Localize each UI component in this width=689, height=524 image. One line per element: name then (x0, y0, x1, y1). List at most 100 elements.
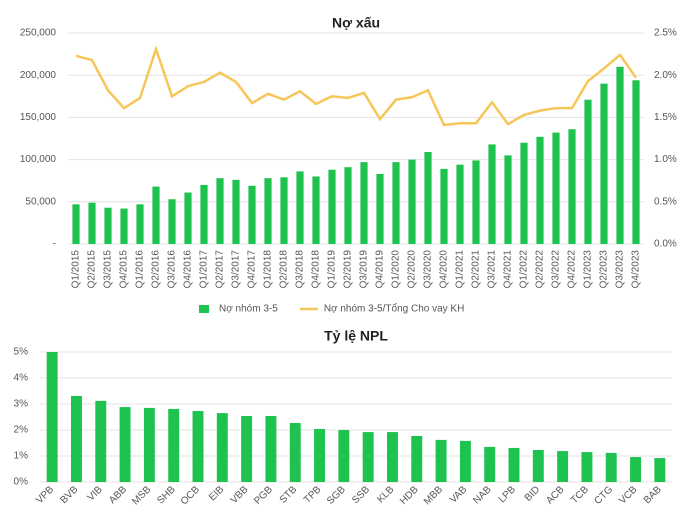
chart-title: Tỷ lệ NPL (324, 328, 388, 344)
x-tick-label: Q2/2018 (279, 250, 290, 289)
bar (119, 407, 131, 482)
bar (488, 144, 496, 244)
x-tick-label: Q3/2021 (487, 250, 498, 289)
x-tick-label: Q4/2022 (567, 250, 578, 289)
bar (360, 162, 368, 244)
bar (264, 178, 272, 244)
y-tick-label: 4% (14, 373, 29, 384)
x-tick-label: SGB (325, 484, 348, 507)
bar (296, 171, 304, 244)
bar (120, 208, 128, 244)
x-tick-label: SHB (155, 484, 178, 507)
bar (376, 173, 384, 244)
bar (312, 176, 320, 244)
y-tick-label: - (53, 239, 56, 250)
bar (424, 152, 432, 244)
x-tick-label: Q2/2015 (87, 250, 98, 289)
bar (265, 415, 277, 482)
bar (88, 202, 96, 244)
y-tick-label: 50,000 (25, 196, 56, 207)
x-tick-label: ACB (544, 484, 567, 507)
x-tick-label: BID (523, 484, 543, 504)
x-tick-label: Q1/2019 (327, 250, 338, 289)
bar (344, 167, 352, 244)
bar (216, 413, 228, 482)
bar (314, 428, 326, 482)
y-tick-label: 5% (14, 347, 29, 358)
bar (630, 457, 642, 482)
bar (557, 451, 569, 482)
bar (472, 160, 480, 244)
x-tick-label: Q1/2016 (135, 250, 146, 289)
bar (632, 80, 640, 244)
x-tick-label: STB (278, 484, 300, 506)
bar (46, 352, 58, 482)
x-tick-label: VPB (34, 484, 56, 506)
y-tick-label: 200,000 (20, 70, 57, 81)
bar (192, 411, 204, 482)
y2-tick-label: 0.5% (654, 196, 677, 207)
x-tick-label: Q1/2018 (263, 250, 274, 289)
x-tick-label: LPB (497, 484, 518, 505)
y-tick-label: 3% (14, 399, 29, 410)
y-tick-label: 2% (14, 425, 29, 436)
x-tick-label: Q1/2022 (519, 250, 530, 289)
legend-swatch (199, 305, 209, 313)
bar (136, 204, 144, 244)
x-tick-label: Q4/2015 (119, 250, 130, 289)
x-tick-label: OCB (179, 484, 202, 507)
y2-tick-label: 1.0% (654, 154, 677, 165)
x-tick-label: Q2/2020 (407, 250, 418, 289)
x-tick-label: Q4/2016 (183, 250, 194, 289)
y-tick-label: 150,000 (20, 112, 57, 123)
x-tick-label: Q3/2019 (359, 250, 370, 289)
bar (456, 164, 464, 244)
x-tick-label: Q3/2020 (423, 250, 434, 289)
x-tick-label: Q2/2019 (343, 250, 354, 289)
x-tick-label: MBB (422, 484, 445, 507)
bar (328, 169, 336, 244)
bar (184, 192, 192, 244)
bar (552, 132, 560, 244)
x-tick-label: Q3/2022 (551, 250, 562, 289)
x-tick-label: NAB (471, 484, 494, 507)
bar (504, 155, 512, 244)
x-tick-label: VBB (229, 484, 251, 506)
x-tick-label: Q2/2016 (151, 250, 162, 289)
bar (605, 452, 617, 482)
bar (232, 179, 240, 244)
chart-title: Nợ xấu (332, 15, 380, 31)
x-tick-label: Q1/2023 (583, 250, 594, 289)
bar (289, 422, 301, 482)
bar (411, 435, 423, 482)
y-tick-label: 100,000 (20, 154, 57, 165)
bar (280, 177, 288, 244)
x-tick-label: VAB (448, 484, 470, 506)
x-tick-label: Q1/2020 (391, 250, 402, 289)
bar (408, 159, 416, 244)
x-tick-label: Q3/2018 (295, 250, 306, 289)
y-tick-label: 250,000 (20, 28, 57, 39)
bar (168, 199, 176, 244)
bar (362, 432, 374, 482)
x-tick-label: Q4/2020 (439, 250, 450, 289)
x-tick-label: HDB (398, 484, 421, 507)
x-tick-label: Q4/2018 (311, 250, 322, 289)
y-tick-label: 1% (14, 451, 29, 462)
x-tick-label: Q4/2021 (503, 250, 514, 289)
bar (581, 452, 593, 482)
bar (532, 450, 544, 482)
legend-label: Nợ nhóm 3-5 (219, 304, 278, 315)
line (75, 45, 638, 127)
x-tick-label: CTG (593, 484, 616, 507)
x-tick-label: Q2/2017 (215, 250, 226, 289)
x-tick-label: PGB (252, 484, 275, 507)
bar (72, 204, 80, 244)
bar (200, 184, 208, 244)
y2-tick-label: 2.0% (654, 70, 677, 81)
bar (616, 66, 624, 244)
y2-tick-label: 2.5% (654, 28, 677, 39)
x-tick-label: ABB (107, 484, 129, 506)
x-tick-label: Q2/2023 (599, 250, 610, 289)
bar (440, 168, 448, 244)
